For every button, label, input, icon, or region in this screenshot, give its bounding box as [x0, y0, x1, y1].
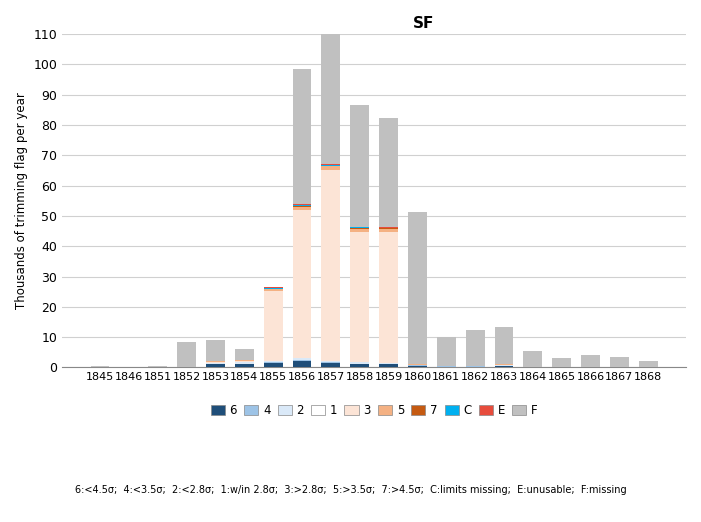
Y-axis label: Thousands of trimming flag per year: Thousands of trimming flag per year: [15, 92, 28, 309]
Bar: [322, 34, 340, 164]
Bar: [292, 360, 311, 361]
Bar: [379, 363, 398, 364]
Bar: [235, 361, 254, 362]
Bar: [495, 366, 513, 367]
Bar: [264, 291, 283, 361]
Bar: [292, 205, 311, 206]
Bar: [322, 361, 340, 362]
Bar: [610, 357, 629, 367]
Bar: [292, 204, 311, 205]
Bar: [350, 227, 369, 228]
Bar: [437, 366, 456, 367]
Bar: [206, 363, 225, 364]
Bar: [379, 229, 398, 232]
Bar: [292, 206, 311, 207]
Bar: [350, 232, 369, 362]
Bar: [322, 167, 340, 170]
Bar: [149, 366, 167, 367]
Bar: [437, 337, 456, 366]
Bar: [292, 207, 311, 210]
Bar: [235, 364, 254, 367]
Bar: [235, 360, 254, 361]
Bar: [235, 363, 254, 364]
Legend: 6, 4, 2, 1, 3, 5, 7, C, E, F: 6, 4, 2, 1, 3, 5, 7, C, E, F: [206, 399, 543, 422]
Bar: [119, 366, 138, 367]
Bar: [350, 228, 369, 229]
Bar: [322, 362, 340, 363]
Bar: [350, 362, 369, 363]
Bar: [350, 363, 369, 364]
Bar: [379, 364, 398, 367]
Bar: [379, 232, 398, 363]
Bar: [350, 364, 369, 367]
Bar: [524, 351, 543, 367]
Bar: [292, 69, 311, 204]
Bar: [292, 210, 311, 359]
Bar: [495, 327, 513, 364]
Bar: [581, 355, 600, 367]
Bar: [292, 361, 311, 367]
Bar: [408, 212, 427, 364]
Bar: [465, 366, 484, 367]
Bar: [408, 366, 427, 367]
Bar: [495, 364, 513, 365]
Bar: [292, 359, 311, 360]
Bar: [264, 361, 283, 362]
Bar: [206, 340, 225, 361]
Bar: [379, 118, 398, 228]
Bar: [322, 166, 340, 167]
Bar: [264, 288, 283, 289]
Bar: [264, 287, 283, 288]
Text: 6:<4.5σ;  4:<3.5σ;  2:<2.8σ;  1:w/in 2.8σ;  3:>2.8σ;  5:>3.5σ;  7:>4.5σ;  C:limi: 6:<4.5σ; 4:<3.5σ; 2:<2.8σ; 1:w/in 2.8σ; …: [75, 485, 626, 495]
Bar: [639, 361, 658, 367]
Bar: [264, 363, 283, 367]
Bar: [264, 289, 283, 291]
Bar: [350, 229, 369, 232]
Bar: [552, 359, 571, 367]
Bar: [206, 364, 225, 367]
Bar: [379, 228, 398, 229]
Bar: [235, 349, 254, 360]
Bar: [465, 329, 484, 366]
Bar: [408, 365, 427, 366]
Bar: [322, 363, 340, 367]
Bar: [408, 364, 427, 365]
Bar: [177, 342, 196, 367]
Bar: [206, 361, 225, 362]
Bar: [206, 362, 225, 363]
Text: SF: SF: [414, 16, 435, 31]
Bar: [264, 362, 283, 363]
Bar: [322, 164, 340, 166]
Bar: [322, 170, 340, 361]
Bar: [90, 366, 109, 367]
Bar: [350, 105, 369, 227]
Bar: [235, 362, 254, 363]
